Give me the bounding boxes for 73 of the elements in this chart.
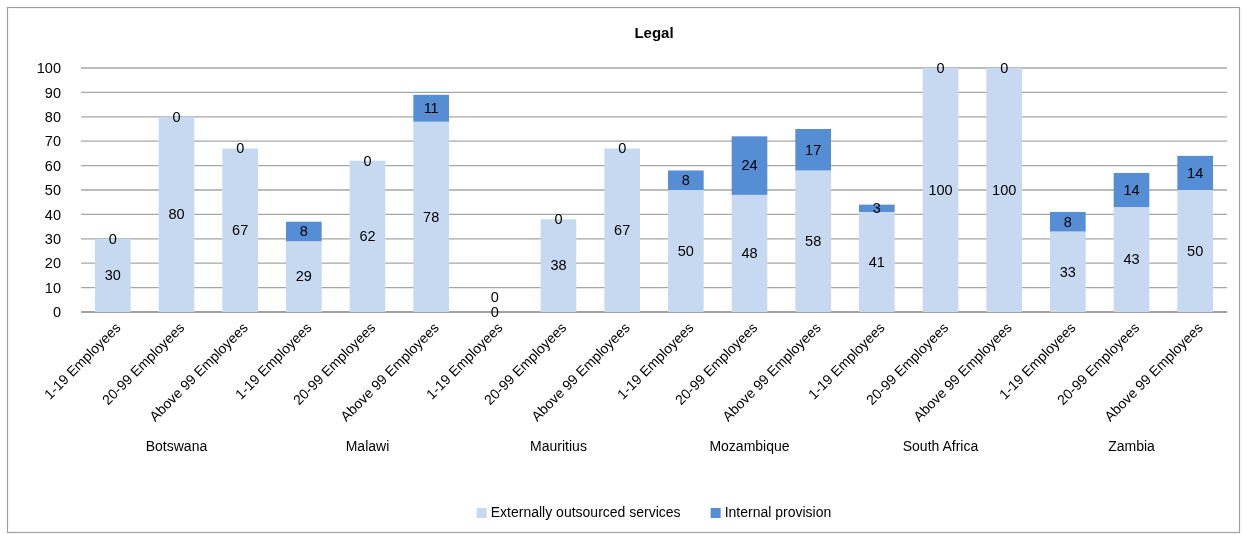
bar bbox=[668, 170, 704, 190]
data-label: 38 bbox=[550, 257, 567, 274]
data-label: 0 bbox=[363, 152, 372, 169]
y-tick-label: 20 bbox=[44, 255, 61, 272]
y-tick-label: 0 bbox=[52, 304, 61, 321]
chart-title: Legal bbox=[634, 24, 674, 41]
y-tick-label: 90 bbox=[44, 84, 61, 101]
bar bbox=[859, 211, 895, 312]
y-tick-label: 50 bbox=[44, 182, 61, 199]
data-label: 29 bbox=[295, 268, 312, 285]
data-label: 50 bbox=[1187, 242, 1204, 259]
data-label: 11 bbox=[423, 100, 439, 117]
data-label: 67 bbox=[614, 222, 631, 239]
bar bbox=[286, 241, 322, 312]
text: Malawi bbox=[345, 438, 390, 454]
y-tick-label: 10 bbox=[44, 279, 61, 296]
data-label: 14 bbox=[1187, 164, 1204, 181]
data-label: 41 bbox=[868, 253, 885, 270]
text: Mozambique bbox=[709, 438, 790, 454]
data-label: 3 bbox=[872, 200, 881, 217]
data-label: 62 bbox=[359, 228, 376, 245]
data-label: 0 bbox=[490, 288, 499, 305]
data-label: 100 bbox=[992, 181, 1017, 198]
data-label: 0 bbox=[172, 108, 181, 125]
legend-label: Externally outsourced services bbox=[490, 503, 681, 520]
data-label: 30 bbox=[104, 267, 121, 284]
bar bbox=[413, 94, 449, 122]
bar bbox=[731, 136, 768, 195]
bar bbox=[795, 170, 831, 312]
data-label: 50 bbox=[677, 242, 694, 259]
y-tick-label: 80 bbox=[44, 108, 61, 125]
bar bbox=[1177, 190, 1213, 312]
data-label: 0 bbox=[1000, 59, 1009, 76]
legend-label: Internal provision bbox=[724, 503, 832, 520]
y-tick-label: 40 bbox=[44, 206, 61, 223]
text: Zambia bbox=[1108, 438, 1156, 454]
data-label: 78 bbox=[423, 208, 440, 225]
data-label: 0 bbox=[554, 211, 563, 228]
y-tick-label: 70 bbox=[44, 133, 61, 150]
data-label: 17 bbox=[805, 141, 822, 158]
data-label: 0 bbox=[490, 303, 499, 320]
bar bbox=[286, 221, 322, 242]
text: South Africa bbox=[902, 438, 979, 454]
y-tick-label: 100 bbox=[36, 60, 61, 77]
bar bbox=[1050, 231, 1086, 312]
data-label: 67 bbox=[232, 222, 249, 239]
data-label: 0 bbox=[236, 140, 245, 157]
bar bbox=[731, 194, 768, 312]
data-label: 14 bbox=[1123, 181, 1140, 198]
data-label: 0 bbox=[108, 230, 117, 247]
data-label: 33 bbox=[1059, 263, 1076, 280]
data-label: 48 bbox=[741, 245, 758, 262]
bar bbox=[413, 121, 449, 312]
data-label: 43 bbox=[1123, 251, 1140, 268]
y-tick-label: 30 bbox=[44, 230, 61, 247]
y-tick-label: 60 bbox=[44, 157, 61, 174]
data-label: 0 bbox=[936, 59, 945, 76]
data-label: 8 bbox=[681, 172, 690, 189]
bar bbox=[668, 190, 704, 312]
data-label: 80 bbox=[168, 206, 185, 223]
data-label: 8 bbox=[299, 223, 308, 240]
text: Mauritius bbox=[530, 438, 587, 454]
data-label: 100 bbox=[928, 181, 953, 198]
bar bbox=[1050, 211, 1086, 232]
bar bbox=[1177, 155, 1213, 190]
data-label: 0 bbox=[618, 140, 627, 157]
text: Botswana bbox=[145, 438, 208, 454]
data-label: 24 bbox=[741, 157, 758, 174]
bar bbox=[1113, 207, 1150, 312]
bar bbox=[795, 129, 831, 171]
data-label: 58 bbox=[805, 233, 822, 250]
bar bbox=[1113, 172, 1150, 208]
data-label: 8 bbox=[1063, 213, 1072, 230]
